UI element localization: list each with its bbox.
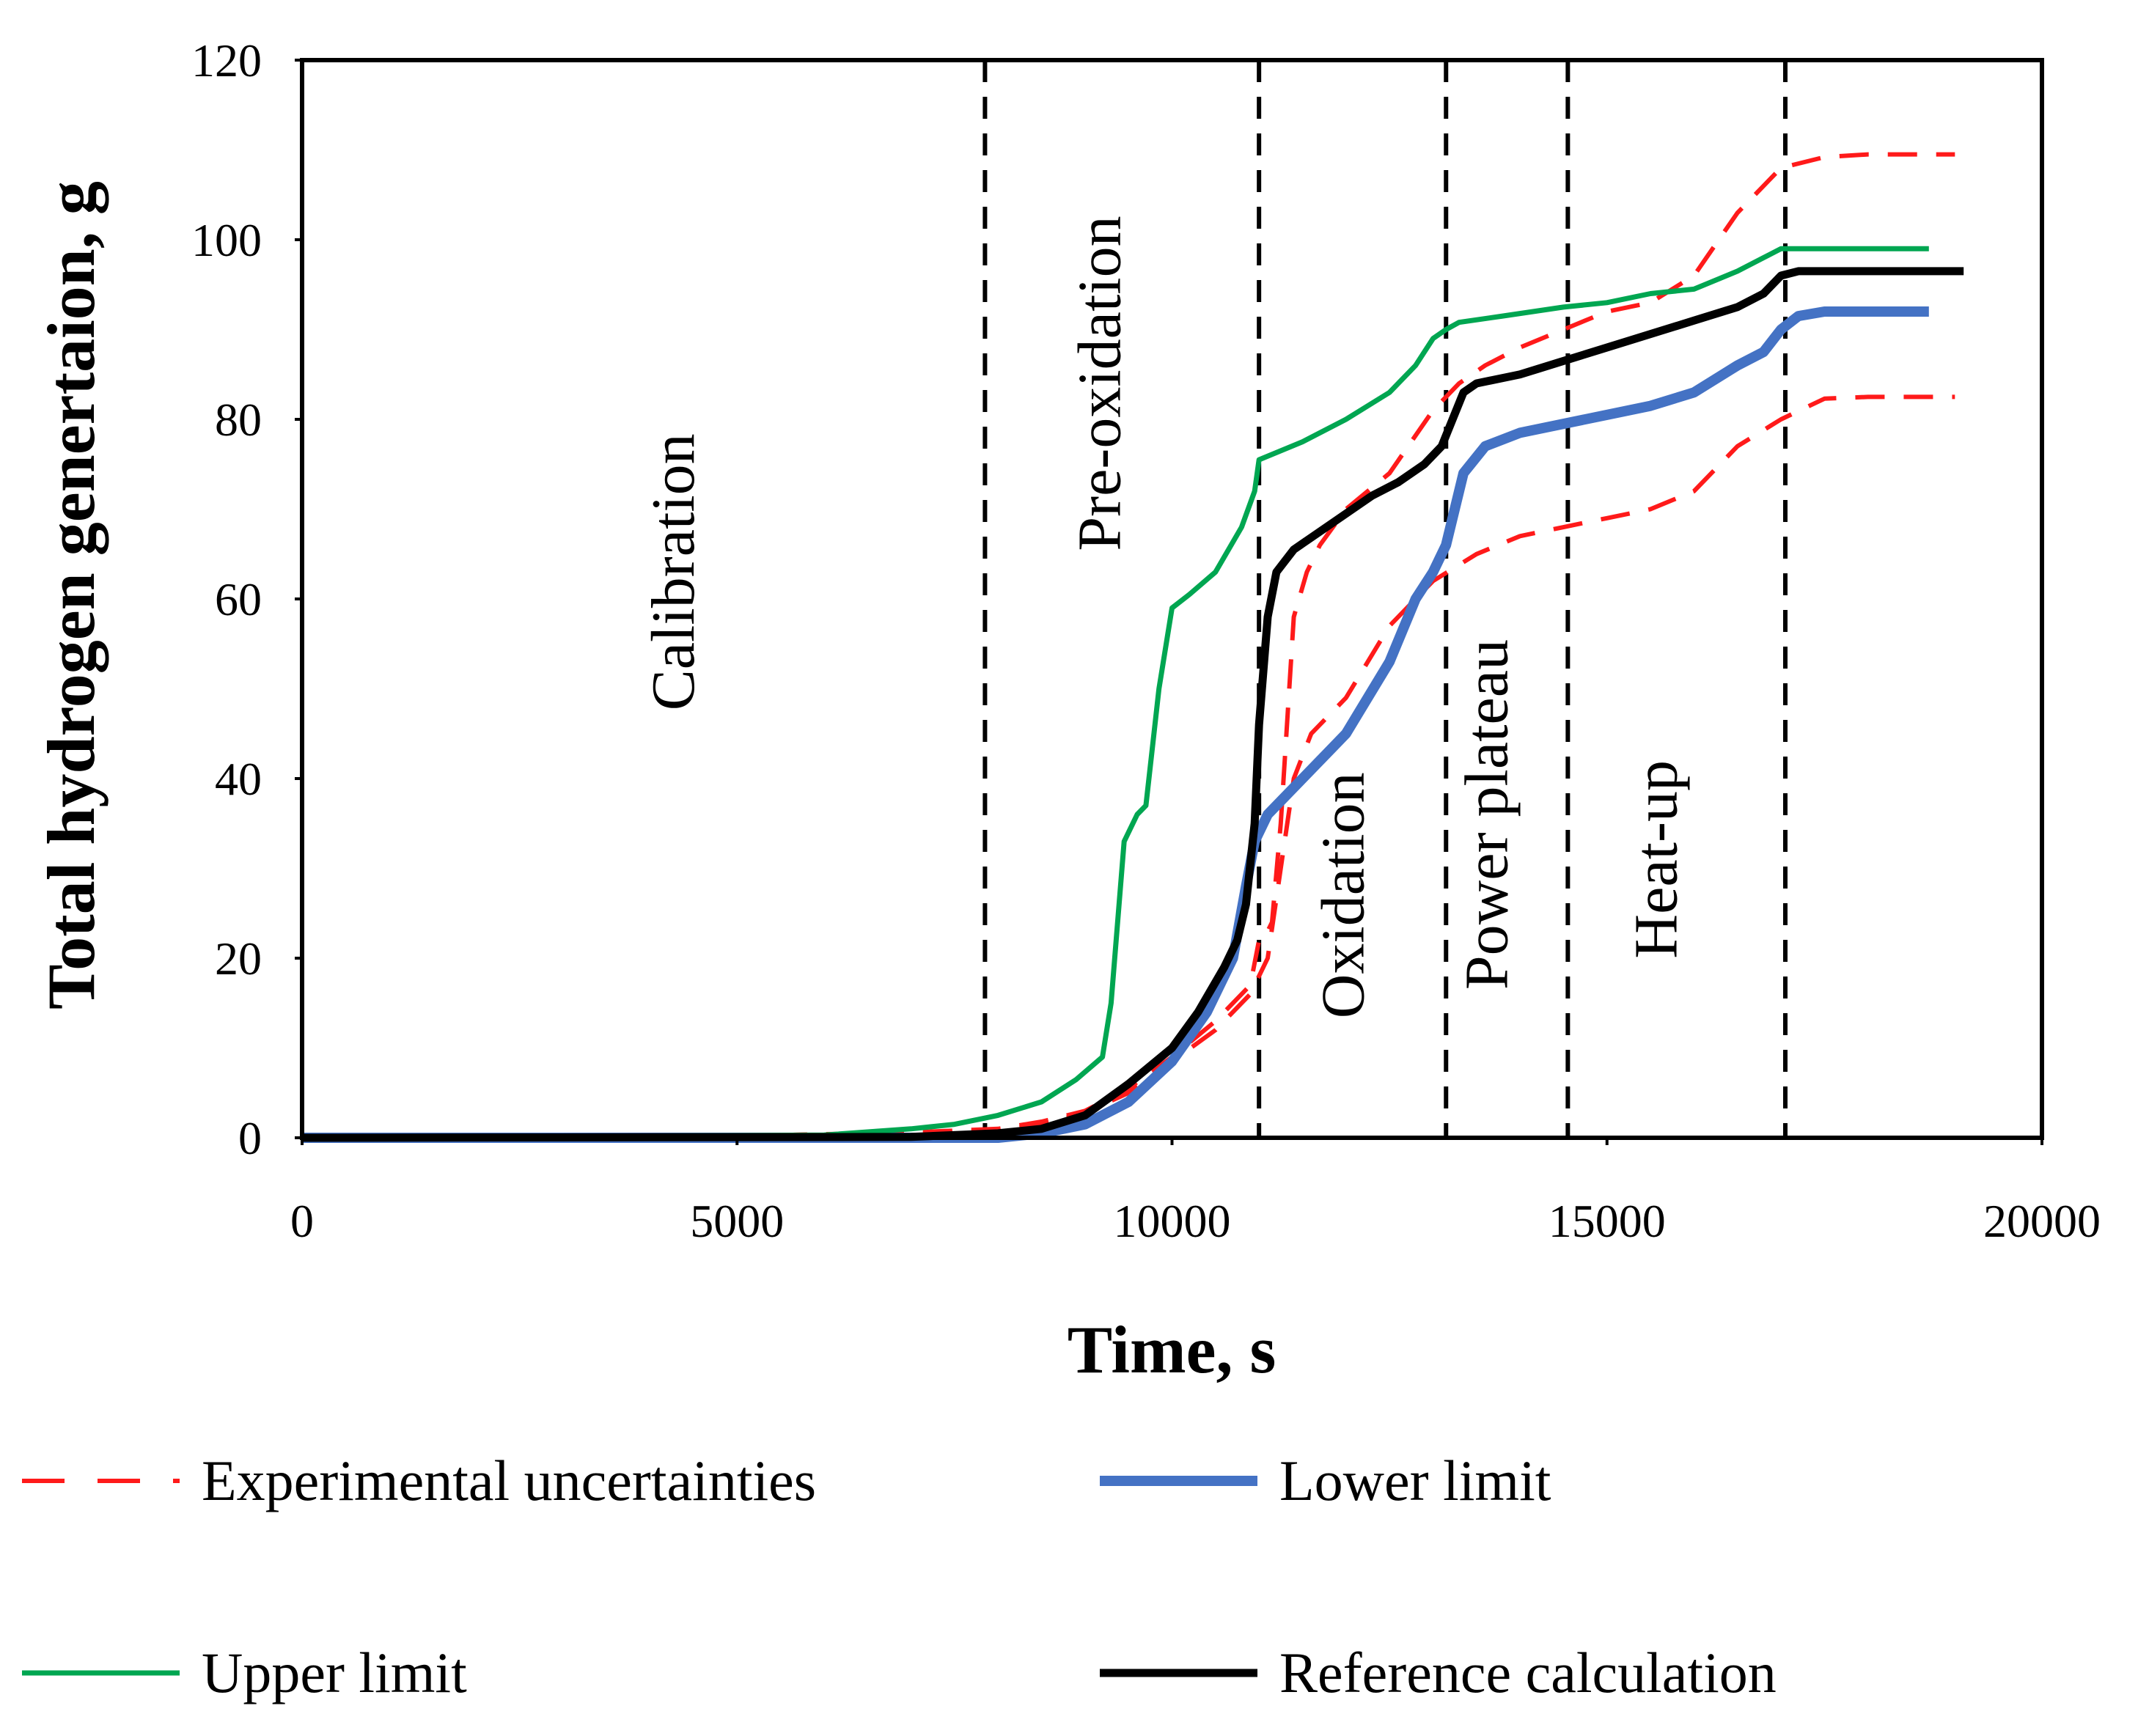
y-tick-label: 0 [238, 1112, 262, 1164]
phase-label: Oxidation [1309, 772, 1378, 1018]
y-tick-label: 120 [191, 34, 262, 87]
legend-label: Experimental uncertainties [202, 1449, 816, 1512]
y-tick-label: 100 [191, 214, 262, 266]
x-tick-label: 20000 [1983, 1195, 2101, 1247]
x-axis-title: Time, s [1068, 1312, 1276, 1387]
x-axis: 0 5000 10000 15000 20000 [290, 1138, 2101, 1247]
y-tick-label: 20 [215, 933, 262, 985]
phase-boundaries [982, 60, 1788, 1138]
phase-labels: Calibration Pre-oxidation Oxidation Power p… [639, 216, 1691, 1018]
phase-label: Heat-up [1623, 760, 1691, 959]
phase-label: Power plateau [1452, 639, 1521, 990]
series-line-reference-calculation [301, 267, 1964, 1142]
y-axis: 0 20 40 60 80 100 120 [191, 34, 302, 1164]
x-tick-label: 0 [290, 1195, 314, 1247]
phase-label: Calibration [639, 433, 708, 710]
legend-label: Lower limit [1279, 1449, 1551, 1512]
x-tick-label: 10000 [1114, 1195, 1231, 1247]
x-tick-label: 15000 [1549, 1195, 1666, 1247]
series-line-lower-limit [302, 306, 1929, 1143]
y-tick-label: 80 [215, 394, 262, 446]
y-tick-label: 60 [215, 573, 262, 625]
y-axis-title: Total hydrogen genertaion, g [34, 181, 109, 1009]
y-tick-label: 40 [215, 753, 262, 805]
legend: Experimental uncertainties Lower limit Upp… [22, 1449, 1777, 1704]
series-line-experimental-uncertainties [632, 152, 1955, 1139]
legend-label: Upper limit [202, 1641, 467, 1704]
series-line-upper-limit [301, 246, 1929, 1141]
legend-label: Reference calculation [1279, 1641, 1777, 1704]
phase-label: Pre-oxidation [1065, 216, 1134, 551]
series-layer [301, 152, 1964, 1143]
x-tick-label: 5000 [690, 1195, 784, 1247]
